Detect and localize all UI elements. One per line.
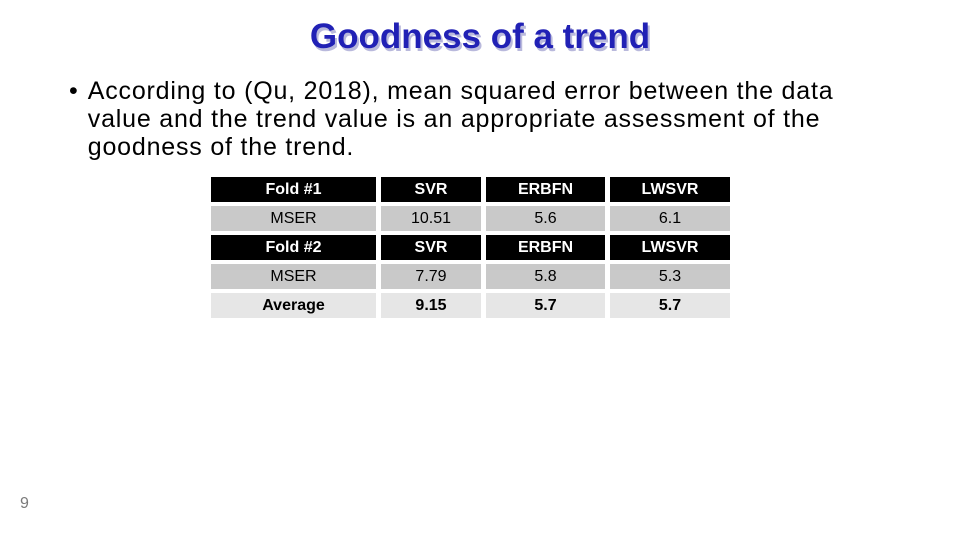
- table-cell: 10.51: [381, 206, 481, 231]
- table-cell: Average: [211, 293, 376, 318]
- table-cell: 5.3: [610, 264, 730, 289]
- table-cell: ERBFN: [486, 235, 605, 260]
- table-cell: 7.79: [381, 264, 481, 289]
- bullet-icon: •: [69, 77, 78, 105]
- page-number: 9: [20, 495, 29, 512]
- table-row-fold2-mser: MSER 7.79 5.8 5.3: [211, 264, 730, 289]
- table-cell: 5.6: [486, 206, 605, 231]
- table-cell: SVR: [381, 235, 481, 260]
- table-cell: Fold #2: [211, 235, 376, 260]
- slide-title: Goodness of a trend: [309, 17, 651, 56]
- table-row-average: Average 9.15 5.7 5.7: [211, 293, 730, 318]
- results-table: Fold #1 SVR ERBFN LWSVR MSER 10.51 5.6 6…: [206, 173, 735, 322]
- bullet-item: • According to (Qu, 2018), mean squared …: [69, 77, 888, 161]
- table-cell: MSER: [211, 264, 376, 289]
- table-cell: SVR: [381, 177, 481, 202]
- table-cell: ERBFN: [486, 177, 605, 202]
- table-row-fold2-header: Fold #2 SVR ERBFN LWSVR: [211, 235, 730, 260]
- table-cell: 5.8: [486, 264, 605, 289]
- table-cell: 6.1: [610, 206, 730, 231]
- table-row-fold1-mser: MSER 10.51 5.6 6.1: [211, 206, 730, 231]
- table-cell: LWSVR: [610, 177, 730, 202]
- table-cell: 5.7: [610, 293, 730, 318]
- table-row-fold1-header: Fold #1 SVR ERBFN LWSVR: [211, 177, 730, 202]
- table-cell: 9.15: [381, 293, 481, 318]
- table-cell: Fold #1: [211, 177, 376, 202]
- table-cell: LWSVR: [610, 235, 730, 260]
- table-cell: MSER: [211, 206, 376, 231]
- table-cell: 5.7: [486, 293, 605, 318]
- bullet-text: According to (Qu, 2018), mean squared er…: [87, 77, 834, 161]
